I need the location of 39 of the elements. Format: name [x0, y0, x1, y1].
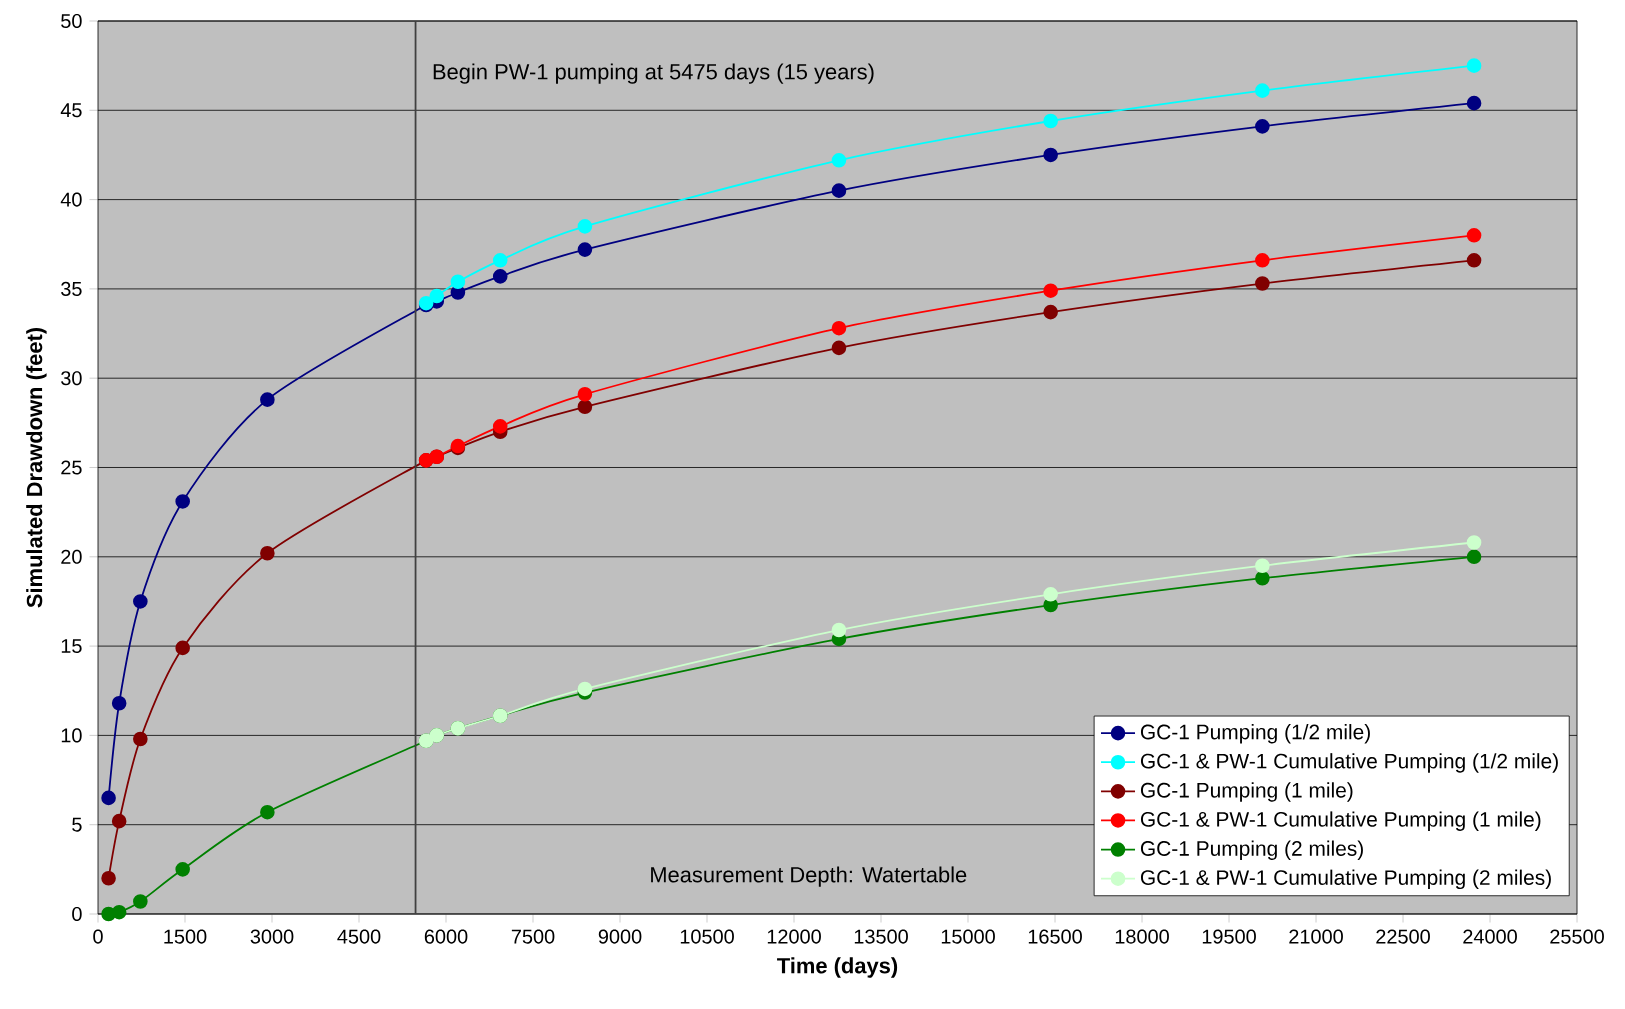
x-tick-label: 16500 [1028, 929, 1082, 944]
legend-label: GC-1 & PW-1 Cumulative Pumping (1/2 mile) [1140, 753, 1558, 773]
x-tick-label: 6000 [424, 929, 468, 944]
legend-label: GC-1 & PW-1 Cumulative Pumping (2 miles) [1140, 869, 1551, 890]
y-tick-label: 25 [61, 460, 82, 475]
x-tick-label: 25500 [1550, 929, 1604, 944]
x-tick-label: 0 [93, 929, 103, 944]
legend-label: GC-1 Pumping (1 mile) [1140, 782, 1353, 802]
legend-label: GC-1 Pumping (1/2 mile) [1140, 724, 1370, 744]
x-tick-label: 9000 [598, 929, 642, 944]
x-tick-label: 22500 [1376, 929, 1430, 944]
x-tick-label: 18000 [1115, 929, 1169, 944]
x-tick-label: 3000 [250, 929, 294, 944]
x-tick-label: 24000 [1463, 929, 1517, 944]
y-tick-label: 10 [61, 728, 82, 743]
y-tick-label: 15 [61, 639, 82, 654]
x-tick-label: 1500 [164, 929, 207, 944]
x-tick-label: 15000 [941, 929, 995, 944]
legend-label: GC-1 Pumping (2 miles) [1140, 840, 1363, 860]
annotation: Measurement Depth: Watertable [651, 866, 967, 887]
y-tick-label: 50 [61, 13, 82, 29]
y-tick-label: 40 [60, 192, 82, 207]
x-tick-label: 19500 [1202, 929, 1256, 944]
y-tick-label: 5 [72, 817, 82, 832]
x-tick-label: 4500 [337, 929, 381, 944]
y-axis-title: Simulated Drawdown (feet) [26, 327, 47, 608]
legend-label: GC-1 & PW-1 Cumulative Pumping (1 mile) [1140, 811, 1541, 831]
y-tick-label: 30 [61, 371, 82, 386]
x-axis-title: Time (days) [777, 957, 898, 978]
y-tick-label: 45 [60, 103, 82, 118]
y-tick-label: 35 [61, 281, 82, 296]
ref-line-label: Begin PW-1 pumping at 5475 days (15 years) [433, 63, 874, 84]
x-tick-label: 10500 [680, 929, 734, 944]
x-tick-label: 7500 [511, 929, 555, 944]
x-tick-label: 13500 [854, 929, 908, 944]
x-tick-label: 21000 [1289, 929, 1343, 944]
y-tick-label: 20 [61, 549, 82, 564]
x-tick-label: 12000 [767, 929, 821, 944]
y-tick-label: 0 [72, 906, 82, 922]
